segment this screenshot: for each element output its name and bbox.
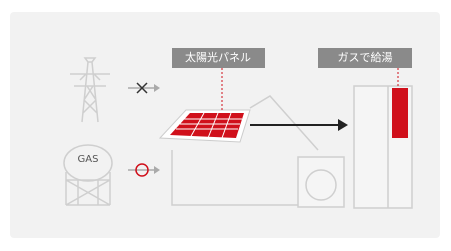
hot-water-label: ガスで給湯 <box>338 50 393 64</box>
solar-panel-label: 太陽光パネル <box>185 50 251 64</box>
diagram: GAS 太陽光パネル ガスで給湯 <box>0 0 451 251</box>
page: GAS 太陽光パネル ガスで給湯 (() => { const data = J… <box>0 0 451 251</box>
hot-water-unit <box>354 86 412 208</box>
outdoor-unit <box>298 157 344 207</box>
gas-label: GAS <box>78 154 99 165</box>
